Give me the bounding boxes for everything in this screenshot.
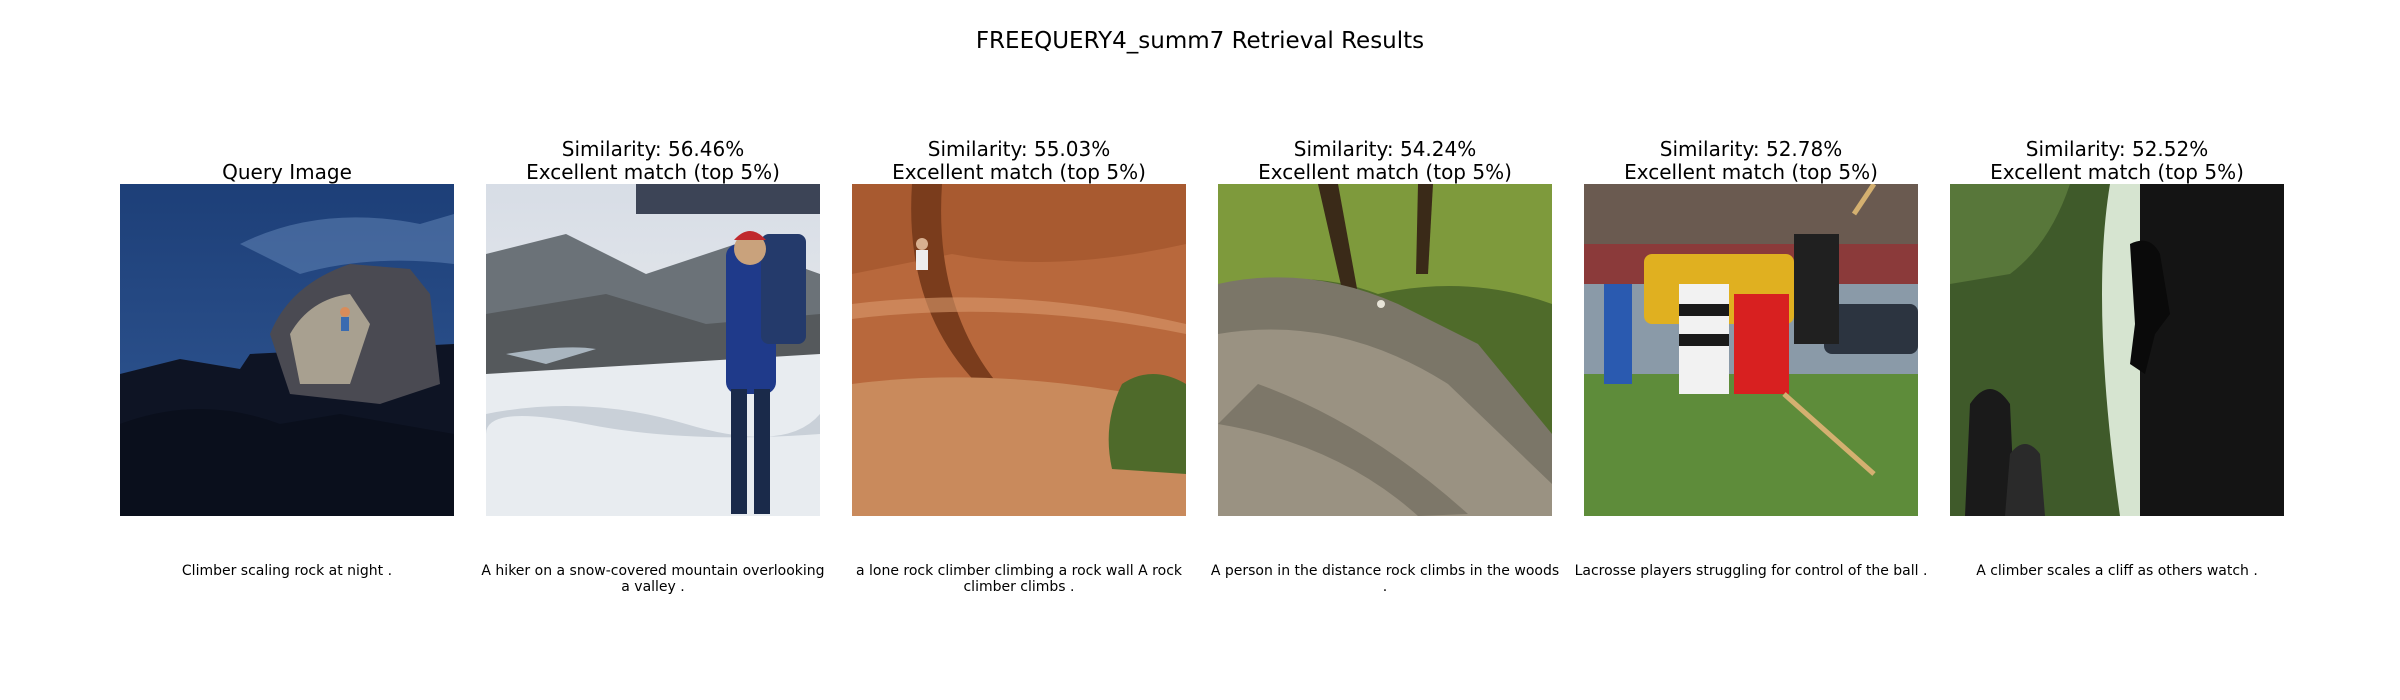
result-caption: A climber scales a cliff as others watch… (1976, 563, 2258, 579)
panel-title: Similarity: 54.24% Excellent match (top … (1178, 138, 1592, 184)
similarity-label: Similarity: 52.52% (2025, 137, 2209, 161)
match-label: Excellent match (top 5%) (1990, 160, 2244, 184)
match-label: Excellent match (top 5%) (526, 160, 780, 184)
panel-title-line1: Query Image (222, 160, 352, 184)
result-image-2 (852, 184, 1186, 516)
similarity-label: Similarity: 55.03% (927, 137, 1111, 161)
match-label: Excellent match (top 5%) (1624, 160, 1878, 184)
result-panel-5[interactable]: Similarity: 52.52% Excellent match (top … (1950, 0, 2284, 700)
result-image-4 (1584, 184, 1918, 516)
query-caption: Climber scaling rock at night . (181, 563, 393, 579)
result-caption: A person in the distance rock climbs in … (1210, 563, 1560, 595)
result-caption: a lone rock climber climbing a rock wall… (855, 563, 1182, 595)
query-panel: Query Image Climber scaling rock at nigh… (120, 0, 454, 700)
panel-title: Similarity: 52.52% Excellent match (top … (1910, 138, 2324, 184)
panel-title: Similarity: 55.03% Excellent match (top … (812, 138, 1226, 184)
panel-title: Similarity: 56.46% Excellent match (top … (446, 138, 860, 184)
match-label: Excellent match (top 5%) (892, 160, 1146, 184)
panel-title: Similarity: 52.78% Excellent match (top … (1544, 138, 1958, 184)
figure-title: FREEQUERY4_summ7 Retrieval Results (975, 28, 1425, 54)
similarity-label: Similarity: 54.24% (1293, 137, 1477, 161)
result-image-1 (486, 184, 820, 516)
similarity-label: Similarity: 52.78% (1659, 137, 1843, 161)
result-panel-4[interactable]: Similarity: 52.78% Excellent match (top … (1575, 0, 1928, 700)
result-caption: Lacrosse players struggling for control … (1574, 563, 1928, 579)
result-caption: A hiker on a snow-covered mountain overl… (481, 563, 825, 595)
match-label: Excellent match (top 5%) (1258, 160, 1512, 184)
result-panel-1[interactable]: Similarity: 56.46% Excellent match (top … (481, 0, 824, 700)
similarity-label: Similarity: 56.46% (561, 137, 745, 161)
query-image (120, 184, 454, 516)
result-image-3 (1218, 184, 1552, 516)
result-panel-3[interactable]: Similarity: 54.24% Excellent match (top … (1211, 0, 1559, 700)
panel-title: Query Image (80, 161, 494, 184)
result-image-5 (1950, 184, 2284, 516)
result-panel-2[interactable]: Similarity: 55.03% Excellent match (top … (852, 0, 1186, 700)
